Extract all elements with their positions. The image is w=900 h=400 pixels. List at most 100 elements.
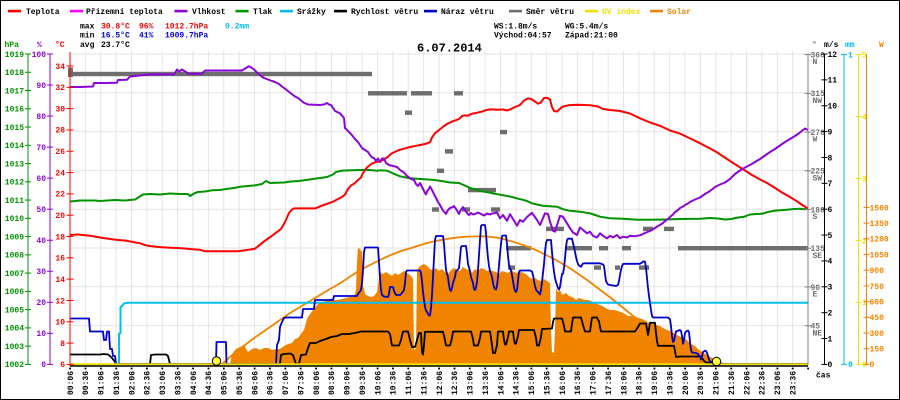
svg-text:3: 3 (862, 175, 867, 184)
svg-text:22:36: 22:36 (759, 371, 768, 395)
svg-text:Západ:21:00: Západ:21:00 (565, 32, 618, 41)
svg-text:50: 50 (36, 206, 46, 215)
svg-text:SE: SE (813, 252, 823, 261)
svg-text:11:06: 11:06 (405, 371, 414, 395)
svg-text:60: 60 (36, 175, 46, 184)
svg-text:14:36: 14:36 (513, 371, 522, 395)
svg-text:1016: 1016 (5, 106, 24, 115)
svg-text:5: 5 (862, 51, 867, 60)
svg-text:21:06: 21:06 (713, 371, 722, 395)
svg-text:01:06: 01:06 (98, 371, 107, 395)
svg-text:16:36: 16:36 (574, 371, 583, 395)
svg-text:12:06: 12:06 (436, 371, 445, 395)
svg-text:13:06: 13:06 (467, 371, 476, 395)
svg-text:avg: avg (80, 41, 95, 50)
svg-text:1011: 1011 (5, 197, 24, 206)
svg-text:23.7°C: 23.7°C (101, 41, 130, 50)
svg-text:1050: 1050 (870, 251, 889, 260)
svg-text:1500: 1500 (870, 204, 889, 213)
svg-text:45: 45 (811, 323, 821, 332)
svg-text:16: 16 (55, 255, 65, 264)
svg-text:10: 10 (828, 103, 838, 112)
svg-text:08:36: 08:36 (328, 371, 337, 395)
svg-text:m/s: m/s (824, 41, 839, 50)
svg-text:08:06: 08:06 (313, 371, 322, 395)
svg-text:40: 40 (36, 237, 46, 246)
svg-text:0: 0 (870, 361, 875, 370)
svg-text:S: S (813, 213, 818, 222)
svg-text:41%: 41% (139, 32, 154, 41)
svg-text:22:06: 22:06 (743, 371, 752, 395)
svg-text:1004: 1004 (5, 325, 24, 334)
svg-text:20: 20 (36, 299, 46, 308)
svg-text:09:06: 09:06 (344, 371, 353, 395)
svg-text:900: 900 (870, 267, 885, 276)
svg-text:14: 14 (55, 276, 65, 285)
svg-text:30: 30 (36, 268, 46, 277)
svg-text:mm: mm (845, 41, 855, 50)
svg-text:čas: čas (816, 372, 831, 381)
svg-text:1005: 1005 (5, 306, 24, 315)
svg-text:5: 5 (828, 232, 833, 241)
svg-text:17:06: 17:06 (590, 371, 599, 395)
svg-text:02:06: 02:06 (128, 371, 137, 395)
svg-text:01:36: 01:36 (113, 371, 122, 395)
svg-text:270: 270 (811, 129, 826, 138)
svg-text:10:06: 10:06 (374, 371, 383, 395)
svg-text:1350: 1350 (870, 220, 889, 229)
svg-text:1017: 1017 (5, 87, 24, 96)
svg-text:22: 22 (55, 191, 65, 200)
svg-text:18:06: 18:06 (620, 371, 629, 395)
svg-text:1013: 1013 (5, 160, 24, 169)
svg-text:150: 150 (870, 346, 885, 355)
svg-text:%: % (37, 41, 42, 50)
svg-text:12: 12 (828, 51, 838, 60)
svg-text:11:36: 11:36 (420, 371, 429, 395)
svg-text:SW: SW (813, 174, 823, 183)
svg-text:28: 28 (55, 127, 65, 136)
svg-text:3: 3 (828, 284, 833, 293)
svg-text:20:36: 20:36 (697, 371, 706, 395)
svg-text:9: 9 (828, 128, 833, 137)
svg-text:11: 11 (828, 77, 838, 86)
svg-text:W: W (813, 136, 818, 145)
svg-text:6: 6 (828, 206, 833, 215)
svg-text:34: 34 (55, 63, 65, 72)
svg-text:0: 0 (862, 361, 867, 370)
svg-text:0: 0 (848, 361, 853, 370)
svg-text:18:36: 18:36 (636, 371, 645, 395)
svg-text:30: 30 (55, 105, 65, 114)
svg-text:1: 1 (862, 299, 867, 308)
svg-text:16.5°C: 16.5°C (101, 32, 130, 41)
svg-text:°: ° (812, 41, 817, 50)
svg-text:1014: 1014 (5, 142, 24, 151)
svg-text:N: N (813, 58, 818, 67)
svg-text:max: max (80, 22, 95, 31)
svg-text:13:36: 13:36 (482, 371, 491, 395)
svg-text:1009: 1009 (5, 233, 24, 242)
svg-text:Solar: Solar (667, 8, 691, 17)
svg-text:20: 20 (55, 212, 65, 221)
svg-text:04:06: 04:06 (190, 371, 199, 395)
svg-text:Vlhkost: Vlhkost (192, 8, 226, 17)
svg-text:Přízemní teplota: Přízemní teplota (86, 8, 163, 17)
svg-text:E: E (813, 291, 818, 300)
svg-text:4: 4 (862, 113, 867, 122)
svg-text:1008: 1008 (5, 252, 24, 261)
svg-text:360: 360 (811, 51, 826, 60)
svg-text:Náraz větru: Náraz větru (441, 8, 494, 17)
svg-text:NW: NW (813, 97, 823, 106)
svg-text:W: W (879, 41, 884, 50)
svg-text:06:36: 06:36 (267, 371, 276, 395)
svg-text:°C: °C (55, 41, 65, 50)
svg-text:hPa: hPa (5, 41, 20, 50)
svg-text:00:36: 00:36 (82, 371, 91, 395)
svg-text:750: 750 (870, 283, 885, 292)
svg-text:03:36: 03:36 (174, 371, 183, 395)
svg-text:135: 135 (811, 245, 826, 254)
svg-text:100: 100 (32, 51, 47, 60)
svg-text:06:06: 06:06 (251, 371, 260, 395)
svg-text:10: 10 (55, 319, 65, 328)
svg-text:2: 2 (828, 310, 833, 319)
svg-text:1015: 1015 (5, 124, 24, 133)
